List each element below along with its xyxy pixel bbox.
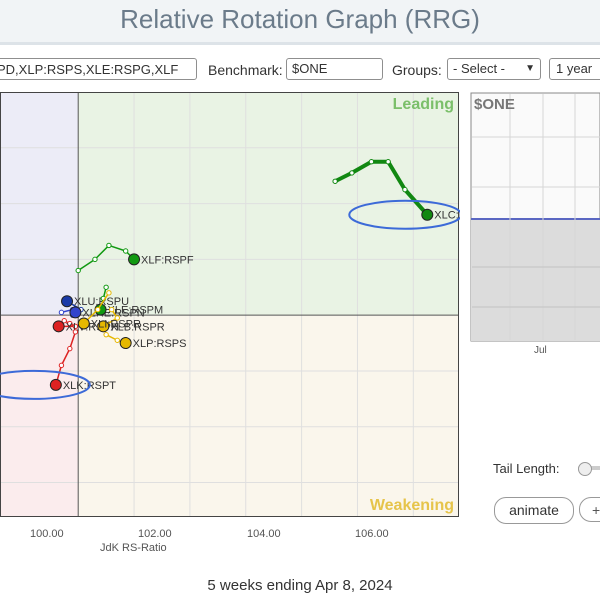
series-tail-point bbox=[61, 318, 67, 324]
x-axis-label: JdK RS-Ratio bbox=[100, 542, 167, 554]
rrg-chart-svg: LeadingWeakeningXLC:RSPCXLF:RSPFXLU:RSPU… bbox=[0, 92, 489, 517]
series-tail-point bbox=[72, 323, 79, 330]
title-divider bbox=[0, 42, 600, 45]
series-tail bbox=[55, 331, 77, 386]
series-tail-point bbox=[385, 159, 391, 165]
series-head-point bbox=[69, 306, 82, 319]
series-tail bbox=[58, 320, 77, 328]
series-tail-point bbox=[114, 315, 120, 321]
benchmark-label: Benchmark: bbox=[208, 62, 283, 78]
groups-select-value: - Select - bbox=[453, 61, 506, 76]
series-tail-point bbox=[106, 290, 112, 296]
date-range-caption: 5 weeks ending Apr 8, 2024 bbox=[207, 577, 393, 594]
series-head-point bbox=[61, 295, 74, 308]
series-label: XLF:RSPF bbox=[141, 254, 194, 266]
series-label: XLB:RSPR bbox=[110, 321, 164, 333]
series-label: XLU:RSPU bbox=[74, 296, 129, 308]
quadrant-label-leading: Leading bbox=[393, 96, 454, 113]
series-head-point bbox=[128, 253, 141, 266]
series-head-point bbox=[421, 208, 434, 221]
chart-frame bbox=[0, 92, 459, 517]
benchmark-input[interactable]: $ONE bbox=[286, 58, 383, 80]
groups-select[interactable]: - Select - ▼ bbox=[447, 58, 541, 80]
quadrant-label-weakening: Weakening bbox=[370, 497, 454, 514]
series-tail-point bbox=[58, 309, 65, 316]
series-tail-point bbox=[92, 256, 98, 263]
series-tail-point bbox=[58, 362, 65, 369]
highlight-ellipse bbox=[0, 369, 91, 400]
series-head-point bbox=[49, 378, 62, 391]
benchmark-panel-title: $ONE bbox=[474, 96, 515, 113]
period-select[interactable]: 1 year bbox=[549, 58, 600, 80]
series-tail-point bbox=[368, 159, 375, 165]
x-tick: 104.00 bbox=[247, 528, 281, 540]
series-label: XLP:RSPS bbox=[133, 338, 187, 350]
series-label: XLI:RSPR bbox=[91, 319, 141, 331]
controls-bar: PD,XLP:RSPS,XLE:RSPG,XLF Benchmark: $ONE… bbox=[0, 56, 600, 84]
series-tail-point bbox=[109, 306, 115, 313]
series-tail-point bbox=[67, 345, 73, 352]
series-tail-point bbox=[95, 306, 101, 313]
animate-button[interactable]: animate bbox=[494, 497, 574, 524]
lagging-quadrant bbox=[0, 315, 79, 516]
tail-length-handle[interactable] bbox=[578, 462, 592, 476]
x-tick: 100.00 bbox=[30, 528, 64, 540]
series-head-point bbox=[52, 320, 65, 333]
page-title: Relative Rotation Graph (RRG) bbox=[0, 0, 600, 42]
benchmark-panel: $ONE bbox=[470, 92, 600, 342]
series-label: XLE:RSPM bbox=[108, 305, 164, 317]
series-tail-point bbox=[122, 248, 129, 254]
series-tail-point bbox=[332, 178, 338, 184]
groups-label: Groups: bbox=[392, 62, 442, 78]
benchmark-panel-svg: $ONE bbox=[470, 92, 600, 342]
series-tail-point bbox=[402, 186, 408, 193]
symbols-input[interactable]: PD,XLP:RSPS,XLE:RSPG,XLF bbox=[0, 58, 197, 80]
x-tick: 106.00 bbox=[355, 528, 389, 540]
series-head-point bbox=[77, 317, 90, 330]
series-tail-point bbox=[103, 284, 109, 290]
series-tail-point bbox=[349, 170, 355, 176]
rrg-chart[interactable]: LeadingWeakeningXLC:RSPCXLF:RSPFXLU:RSPU… bbox=[0, 92, 489, 518]
series-tail bbox=[334, 159, 429, 217]
series-head-point bbox=[119, 337, 132, 350]
series-tail-point bbox=[103, 331, 109, 338]
series-tail-point bbox=[106, 242, 112, 249]
x-tick: 102.00 bbox=[138, 528, 172, 540]
series-tail-point bbox=[67, 320, 73, 327]
series-tail-point bbox=[72, 329, 79, 335]
chevron-down-icon: ▼ bbox=[525, 63, 535, 74]
plus-button[interactable]: + bbox=[579, 497, 600, 522]
series-tail-point bbox=[75, 267, 81, 274]
benchmark-panel-lower-area bbox=[471, 219, 600, 341]
series-head-point bbox=[97, 320, 110, 333]
tail-length-label: Tail Length: bbox=[493, 461, 560, 476]
benchmark-x-label: Jul bbox=[534, 345, 547, 356]
series-tail-point bbox=[114, 337, 120, 343]
